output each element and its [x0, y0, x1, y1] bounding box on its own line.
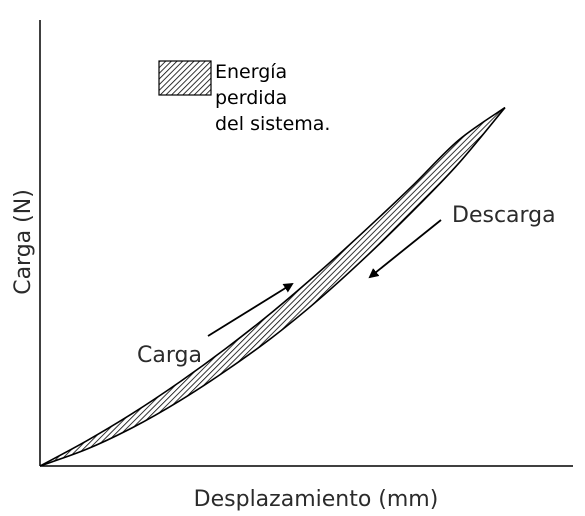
x-axis-label: Desplazamiento (mm) [194, 487, 439, 512]
legend-line-1: Energía [215, 61, 287, 83]
legend-line-3: del sistema. [215, 113, 330, 135]
legend-line-2: perdida [215, 87, 287, 109]
unloading-label: Descarga [452, 203, 556, 228]
annotation-loading: Carga [137, 282, 294, 368]
energy-loss-area [40, 107, 505, 466]
loading-arrow [207, 282, 294, 337]
annotation-unloading: Descarga [368, 203, 556, 279]
unloading-arrow [368, 219, 442, 279]
series-line-unloading [39, 107, 506, 467]
legend: Energía perdida del sistema. [158, 60, 330, 135]
legend-swatch [158, 60, 212, 96]
series-line-loading [39, 106, 506, 467]
y-axis-label: Carga (N) [11, 189, 36, 295]
loading-label: Carga [137, 343, 202, 368]
